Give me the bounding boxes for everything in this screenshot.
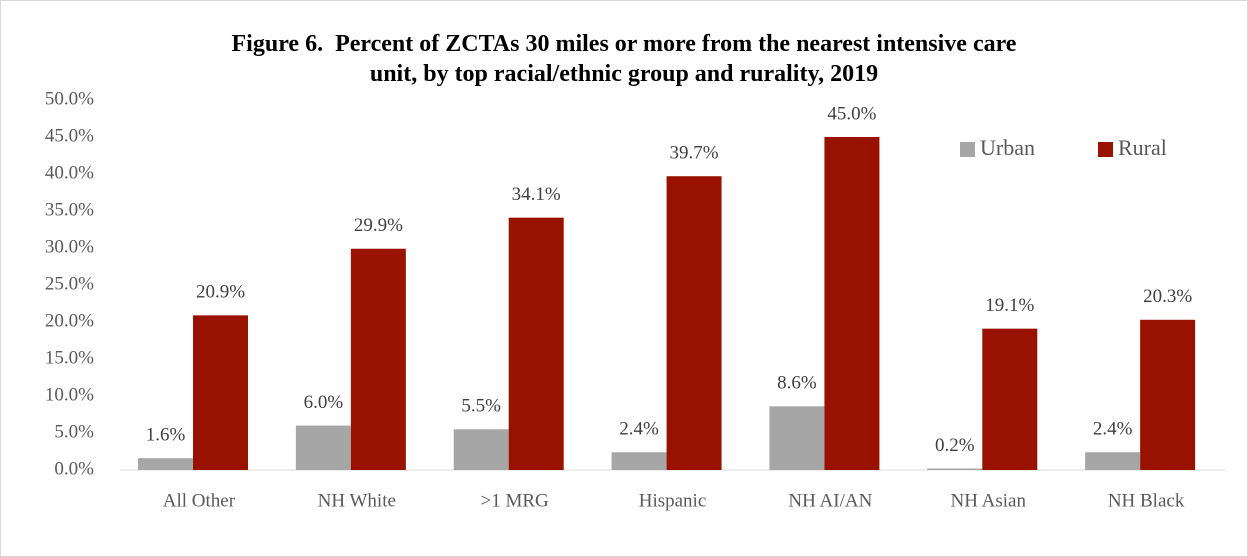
value-label: 29.9% — [354, 215, 403, 236]
title-line: unit, by top racial/ethnic group and rur… — [370, 61, 878, 87]
x-tick-label: >1 MRG — [481, 490, 550, 511]
x-tick-label: Hispanic — [639, 490, 707, 511]
bar — [611, 452, 667, 470]
bar — [193, 315, 248, 470]
bar — [982, 328, 1038, 470]
value-label: 2.4% — [619, 419, 659, 440]
value-label: 19.1% — [985, 295, 1034, 316]
value-label: 34.1% — [512, 184, 561, 205]
x-tick-label: NH Black — [1108, 490, 1185, 511]
y-tick-label: 25.0% — [45, 273, 94, 294]
value-label: 39.7% — [670, 143, 719, 164]
bar — [508, 217, 564, 470]
y-tick-label: 20.0% — [45, 310, 94, 331]
value-label: 2.4% — [1093, 419, 1133, 440]
y-tick-label: 5.0% — [54, 421, 94, 442]
legend-label: Rural — [1118, 135, 1167, 160]
bar — [138, 458, 193, 470]
y-tick-label: 45.0% — [45, 125, 94, 146]
y-tick-label: 35.0% — [45, 199, 94, 220]
bar — [769, 406, 825, 470]
value-label: 8.6% — [777, 373, 817, 394]
legend-label: Urban — [980, 135, 1035, 160]
value-label: 6.0% — [304, 392, 344, 413]
value-label: 5.5% — [461, 396, 501, 417]
value-label: 0.2% — [935, 435, 975, 456]
y-tick-label: 30.0% — [45, 236, 94, 257]
bar — [1085, 452, 1141, 470]
value-label: 1.6% — [146, 425, 186, 446]
bar — [666, 176, 722, 470]
bar — [350, 248, 406, 470]
x-tick-label: NH Asian — [950, 490, 1026, 511]
y-tick-label: 50.0% — [45, 88, 94, 109]
x-tick-label: All Other — [163, 490, 236, 511]
value-label: 20.3% — [1143, 286, 1192, 307]
bar — [453, 429, 509, 470]
value-label: 20.9% — [196, 282, 245, 303]
y-tick-label: 0.0% — [54, 458, 94, 479]
bar — [295, 425, 351, 470]
x-tick-label: NH AI/AN — [788, 490, 872, 511]
x-tick-label: NH White — [318, 490, 396, 511]
bar — [927, 468, 983, 470]
y-tick-label: 10.0% — [45, 384, 94, 405]
y-tick-label: 15.0% — [45, 347, 94, 368]
title-line: Figure 6. Percent of ZCTAs 30 miles or m… — [232, 31, 1017, 57]
chart-title: Figure 6. Percent of ZCTAs 30 miles or m… — [232, 31, 1017, 87]
bar — [824, 137, 880, 470]
y-tick-label: 40.0% — [45, 162, 94, 183]
legend-swatch — [1098, 142, 1113, 157]
value-label: 45.0% — [827, 103, 876, 124]
bar — [1140, 319, 1196, 470]
legend-swatch — [960, 142, 975, 157]
